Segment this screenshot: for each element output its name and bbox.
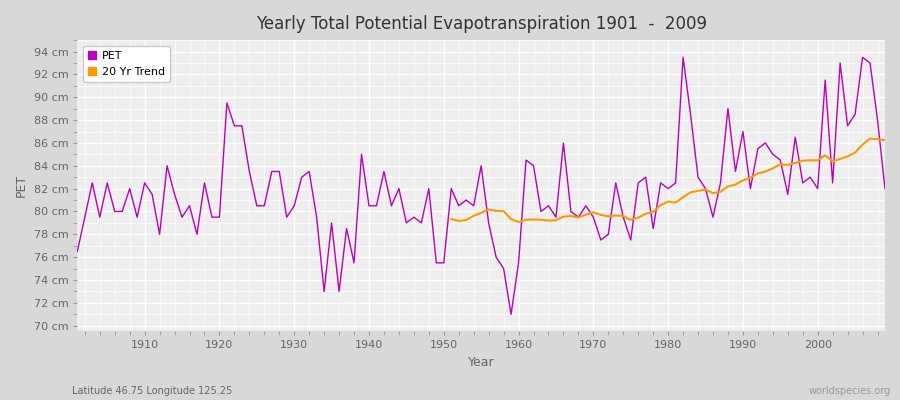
Text: Latitude 46.75 Longitude 125.25: Latitude 46.75 Longitude 125.25: [72, 386, 232, 396]
Legend: PET, 20 Yr Trend: PET, 20 Yr Trend: [83, 46, 170, 82]
Title: Yearly Total Potential Evapotranspiration 1901  -  2009: Yearly Total Potential Evapotranspiratio…: [256, 15, 706, 33]
Y-axis label: PET: PET: [15, 174, 28, 197]
X-axis label: Year: Year: [468, 356, 494, 369]
Text: worldspecies.org: worldspecies.org: [809, 386, 891, 396]
